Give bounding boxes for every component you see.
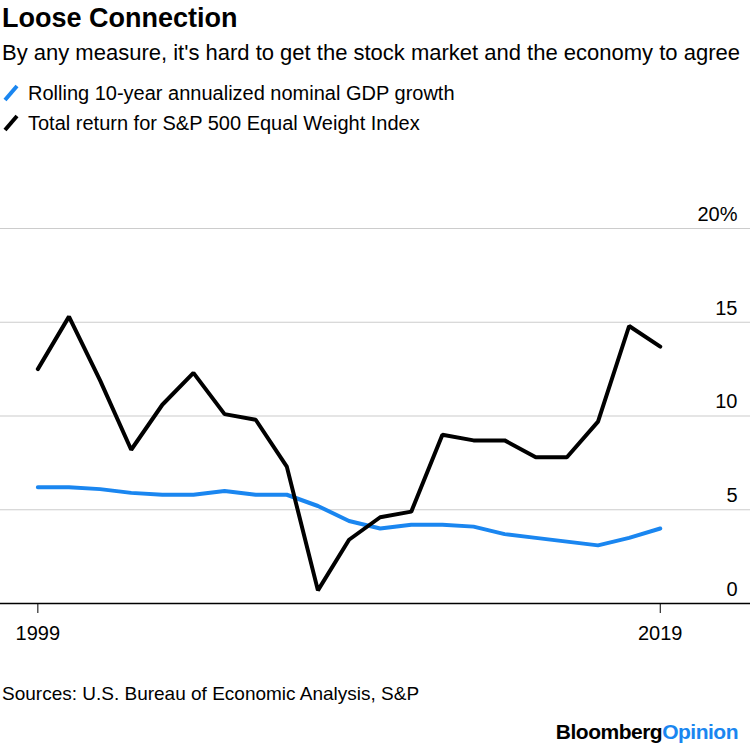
svg-text:1999: 1999	[16, 622, 61, 644]
svg-text:2019: 2019	[638, 622, 683, 644]
svg-text:0: 0	[726, 578, 737, 600]
html-text:By any measure, it's hard to g: By any measure, it's hard to get the sto…	[2, 40, 740, 65]
html-text:Sources: U.S. Bureau of Econom: Sources: U.S. Bureau of Economic Analysi…	[2, 683, 420, 704]
svg-text:5: 5	[726, 484, 737, 506]
svg-text:10: 10	[715, 390, 737, 412]
html-text:Loose Connection: Loose Connection	[2, 3, 238, 33]
html-text:Bloomberg Opinion: Bloomberg Opinion	[555, 720, 738, 743]
html-text:Total return for S&P 500 Equal: Total return for S&P 500 Equal Weight In…	[28, 112, 420, 134]
svg-text:20%: 20%	[697, 203, 737, 225]
svg-text:15: 15	[715, 297, 737, 319]
html-text:Rolling 10-year annualized nom: Rolling 10-year annualized nominal GDP g…	[28, 82, 455, 104]
